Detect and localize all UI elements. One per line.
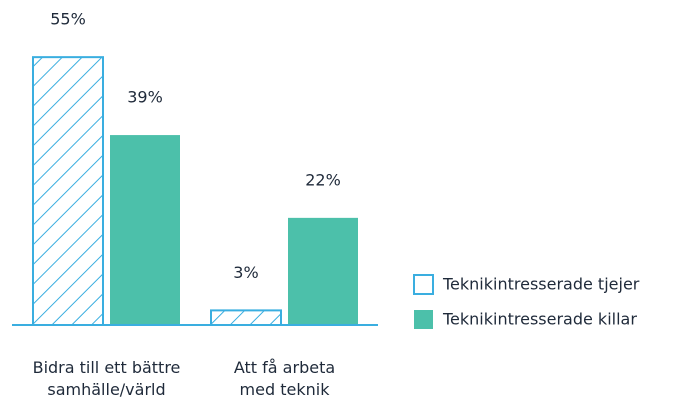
bar xyxy=(210,309,282,327)
value-label: 55% xyxy=(50,10,86,29)
bar xyxy=(288,217,358,325)
value-label: 22% xyxy=(305,170,341,189)
category-label: Att få arbeta med teknik xyxy=(233,358,336,399)
legend-label: Teknikintresserade tjejer xyxy=(442,275,640,294)
legend-swatch xyxy=(414,310,433,329)
category-label: Bidra till ett bättre samhälle/värld xyxy=(32,358,181,399)
value-label: 3% xyxy=(233,263,258,282)
value-label: 39% xyxy=(127,88,163,107)
bar xyxy=(110,135,180,325)
bar xyxy=(32,56,104,327)
legend-label: Teknikintresserade killar xyxy=(442,310,637,329)
legend-swatch xyxy=(413,274,434,295)
